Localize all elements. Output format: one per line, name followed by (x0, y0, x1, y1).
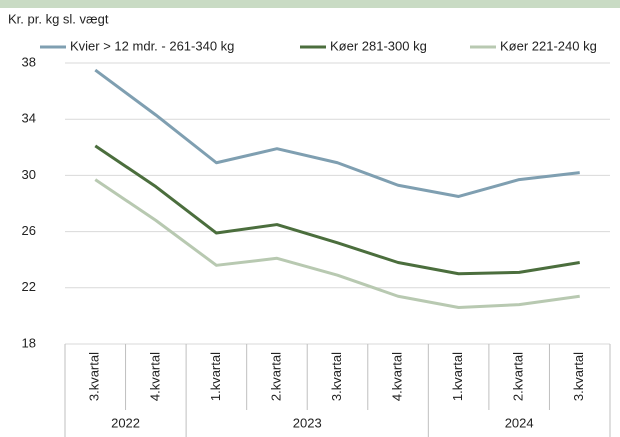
y-tick-label: 34 (22, 111, 36, 126)
line (94, 178, 580, 309)
line (94, 68, 580, 198)
chart-title: Kr. pr. kg sl. vægt (8, 11, 109, 26)
legend-label: Køer 281-300 kg (330, 38, 427, 53)
group-label: 2024 (505, 415, 534, 430)
x-tick-label: 4.kvartal (389, 352, 404, 401)
x-tick-label: 1.kvartal (208, 352, 223, 401)
x-tick-label: 2.kvartal (511, 352, 526, 401)
y-tick-label: 38 (22, 54, 36, 69)
group-label: 2022 (111, 415, 140, 430)
line (94, 144, 580, 276)
group-label: 2023 (293, 415, 322, 430)
x-tick-label: 3.kvartal (87, 352, 102, 401)
x-tick-label: 2.kvartal (268, 352, 283, 401)
legend-label: Køer 221-240 kg (500, 38, 597, 53)
y-tick-label: 30 (22, 167, 36, 182)
y-tick-label: 22 (22, 279, 36, 294)
x-tick-label: 1.kvartal (450, 352, 465, 401)
top-bar (0, 0, 620, 8)
y-tick-label: 26 (22, 223, 36, 238)
x-tick-label: 3.kvartal (329, 352, 344, 401)
y-tick-label: 18 (22, 335, 36, 350)
legend-label: Kvier > 12 mdr. - 261-340 kg (70, 38, 234, 53)
x-tick-label: 3.kvartal (571, 352, 586, 401)
x-tick-label: 4.kvartal (147, 352, 162, 401)
